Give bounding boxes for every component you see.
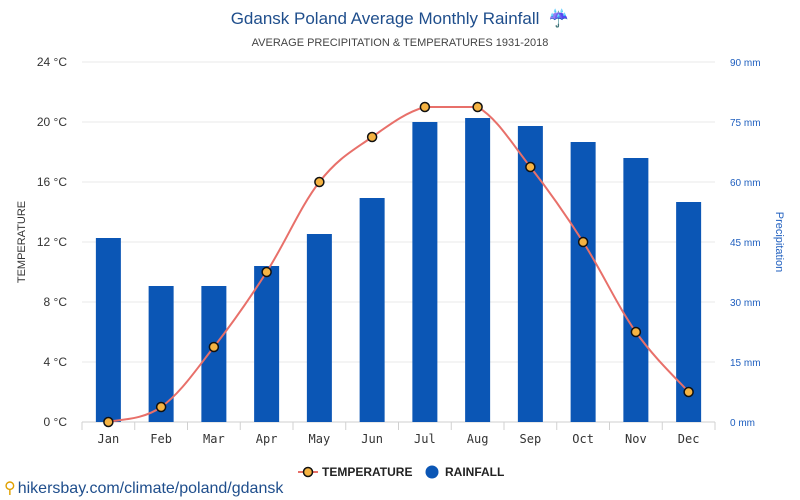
right-axis: 0 mm 15 mm 30 mm 45 mm 60 mm 75 mm 90 mm — [730, 58, 761, 429]
rainfall-bar[interactable] — [676, 202, 702, 422]
y2-tick-label: 75 mm — [730, 118, 761, 129]
x-tick-label: Feb — [150, 432, 172, 446]
rainfall-bars — [95, 118, 702, 422]
y-tick-label: 24 °C — [37, 55, 67, 69]
temperature-point[interactable] — [314, 176, 325, 188]
y-tick-label: 8 °C — [44, 295, 68, 309]
temperature-line-path — [108, 106, 690, 423]
y2-tick-label: 60 mm — [730, 178, 761, 189]
legend-rainfall-marker — [425, 465, 439, 479]
rainfall-bar[interactable] — [306, 234, 332, 422]
rainfall-bar[interactable] — [412, 122, 438, 422]
legend-item-rainfall[interactable]: RAINFALL — [425, 465, 505, 479]
temperature-point[interactable] — [103, 416, 114, 428]
x-tick-label: Jun — [361, 432, 383, 446]
map-pin-icon: ⚲ — [4, 480, 16, 497]
temperature-point[interactable] — [525, 161, 536, 173]
rainfall-bar[interactable] — [201, 286, 227, 422]
temperature-point[interactable] — [366, 131, 378, 143]
left-axis: 0 °C 4 °C 8 °C 12 °C 16 °C 20 °C 24 °C — [37, 55, 67, 429]
y2-tick-label: 45 mm — [730, 238, 761, 249]
x-tick-label: May — [309, 432, 331, 446]
temperature-line — [103, 101, 694, 428]
y-axis-label: TEMPERATURE — [16, 201, 28, 283]
y2-tick-label: 30 mm — [730, 298, 761, 309]
legend-rainfall-label: RAINFALL — [445, 465, 504, 479]
temperature-point[interactable] — [261, 266, 272, 278]
temperature-point[interactable] — [683, 386, 694, 398]
legend: TEMPERATURE RAINFALL — [298, 465, 504, 479]
temperature-point[interactable] — [577, 236, 589, 248]
y2-tick-label: 0 mm — [730, 418, 755, 429]
y-tick-label: 20 °C — [37, 115, 67, 129]
legend-temperature-marker — [302, 466, 314, 478]
rainfall-bar[interactable] — [95, 238, 121, 422]
temperature-point[interactable] — [419, 101, 431, 113]
x-axis: Jan Feb Mar Apr May Jun Jul Aug Sep Oct Nov Dec — [81, 422, 716, 446]
rainfall-bar[interactable] — [517, 126, 543, 422]
temperature-point[interactable] — [630, 326, 642, 338]
x-tick-label: Oct — [572, 432, 594, 446]
y2-tick-label: 15 mm — [730, 358, 761, 369]
x-tick-label: Dec — [678, 432, 700, 446]
x-tick-label: Aug — [467, 432, 489, 446]
source-link[interactable]: ⚲ hikersbay.com/climate/poland/gdansk — [4, 478, 283, 498]
y-tick-label: 16 °C — [37, 175, 67, 189]
temperature-point[interactable] — [208, 341, 220, 353]
y2-tick-label: 90 mm — [730, 58, 761, 69]
rainfall-bar[interactable] — [570, 142, 596, 422]
rainfall-bar[interactable] — [465, 118, 491, 422]
chart-subtitle: AVERAGE PRECIPITATION & TEMPERATURES 193… — [252, 37, 549, 49]
source-text: hikersbay.com/climate/poland/gdansk — [17, 480, 284, 497]
x-tick-label: Sep — [520, 432, 542, 446]
rainfall-bar[interactable] — [359, 198, 385, 422]
legend-item-temperature[interactable]: TEMPERATURE — [298, 465, 412, 479]
chart-title: Gdansk Poland Average Monthly Rainfall ☔ — [231, 8, 570, 28]
legend-temperature-label: TEMPERATURE — [322, 465, 412, 479]
rainfall-bar[interactable] — [148, 286, 174, 422]
x-tick-label: Jan — [98, 432, 120, 446]
grid — [82, 61, 715, 423]
y-tick-label: 0 °C — [44, 415, 68, 429]
umbrella-rain-icon: ☔ — [548, 8, 569, 28]
x-tick-label: Nov — [625, 432, 647, 446]
x-tick-label: Mar — [203, 432, 225, 446]
x-tick-label: Jul — [414, 432, 436, 446]
temperature-point[interactable] — [472, 101, 483, 113]
rainfall-bar[interactable] — [623, 158, 649, 422]
y-tick-label: 4 °C — [44, 355, 68, 369]
temperature-point[interactable] — [155, 401, 167, 413]
y-tick-label: 12 °C — [37, 235, 67, 249]
rainfall-bar[interactable] — [254, 266, 280, 422]
y2-axis-label: Precipitation — [773, 212, 785, 273]
x-tick-label: Apr — [256, 432, 278, 446]
